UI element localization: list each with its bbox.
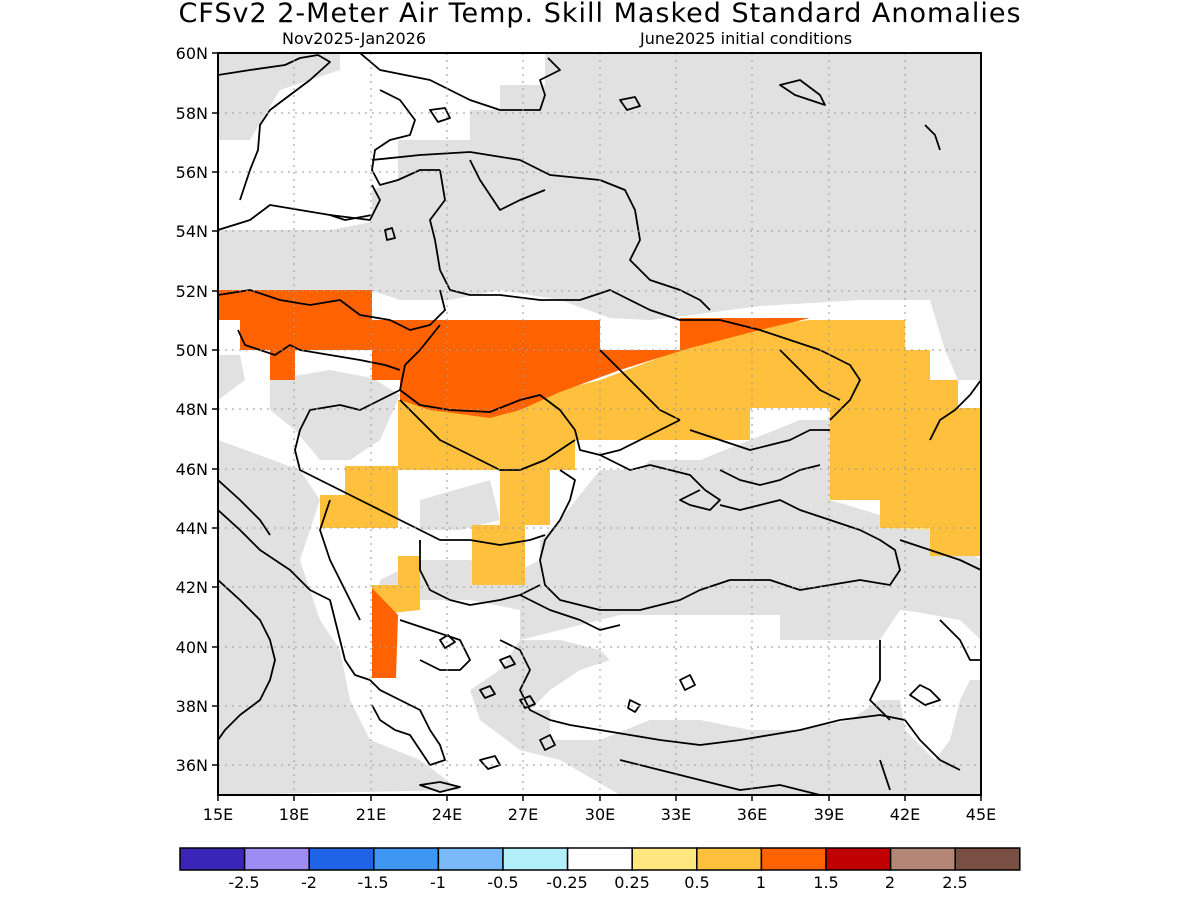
colorbar-label: -2 — [301, 873, 317, 892]
colorbar-swatch — [696, 847, 763, 871]
lat-label: 38N — [176, 697, 208, 716]
colorbar-swatch — [243, 847, 310, 871]
lat-label: 52N — [176, 282, 208, 301]
lon-label: 30E — [585, 805, 615, 824]
colorbar-label: 1.5 — [813, 873, 838, 892]
anomaly-0-5-to-1 — [320, 320, 981, 615]
colorbar-swatch — [437, 847, 504, 871]
lon-label: 15E — [203, 805, 233, 824]
lat-label: 58N — [176, 104, 208, 123]
lon-label: 36E — [737, 805, 767, 824]
lon-label: 27E — [508, 805, 538, 824]
lon-label: 33E — [661, 805, 691, 824]
lat-label: 56N — [176, 163, 208, 182]
colorbar-swatch — [502, 847, 569, 871]
lat-label: 60N — [176, 44, 208, 63]
lon-label: 45E — [966, 805, 996, 824]
colorbar-label: -1 — [430, 873, 446, 892]
anomaly-1-to-1-5 — [218, 290, 810, 678]
colorbar-swatch — [889, 847, 956, 871]
colorbar-label: 1 — [756, 873, 766, 892]
colorbar — [179, 847, 1021, 871]
gridlines — [218, 53, 981, 795]
tick-marks — [212, 52, 982, 801]
colorbar-labels: -2.5 -2 -1.5 -1 -0.5 -0.25 0.25 0.5 1 1.… — [228, 873, 967, 892]
colorbar-swatch — [566, 847, 633, 871]
lon-label: 21E — [356, 805, 386, 824]
colorbar-label: 2 — [885, 873, 895, 892]
colorbar-swatch — [179, 847, 246, 871]
lat-label: 48N — [176, 400, 208, 419]
colorbar-swatch — [631, 847, 698, 871]
lat-label: 54N — [176, 222, 208, 241]
colorbar-swatch — [308, 847, 375, 871]
colorbar-label: 0.25 — [614, 873, 650, 892]
shaded-fields — [218, 53, 981, 795]
initial-conditions: June2025 initial conditions — [640, 29, 853, 48]
latitude-labels: 60N 58N 56N 54N 52N 50N 48N 46N 44N 42N … — [176, 44, 208, 775]
lon-label: 24E — [432, 805, 462, 824]
lat-label: 42N — [176, 578, 208, 597]
colorbar-label: -0.5 — [487, 873, 518, 892]
lat-label: 36N — [176, 756, 208, 775]
lat-label: 46N — [176, 460, 208, 479]
colorbar-label: -0.25 — [546, 873, 587, 892]
colorbar-swatch — [825, 847, 892, 871]
colorbar-swatch — [954, 847, 1021, 871]
colorbar-label: -1.5 — [357, 873, 388, 892]
lon-label: 42E — [890, 805, 920, 824]
lat-label: 40N — [176, 638, 208, 657]
colorbar-label: 2.5 — [942, 873, 967, 892]
map-title: CFSv2 2-Meter Air Temp. Skill Masked Sta… — [178, 0, 1022, 29]
colorbar-label: 0.5 — [684, 873, 709, 892]
lat-label: 44N — [176, 519, 208, 538]
longitude-labels: 15E 18E 21E 24E 27E 30E 33E 36E 39E 42E … — [203, 805, 996, 824]
colorbar-label: -2.5 — [228, 873, 259, 892]
colorbar-swatch — [373, 847, 440, 871]
coastlines-and-borders — [218, 53, 981, 795]
forecast-period: Nov2025-Jan2026 — [282, 29, 426, 48]
lon-label: 18E — [279, 805, 309, 824]
lon-label: 39E — [814, 805, 844, 824]
lat-label: 50N — [176, 341, 208, 360]
colorbar-swatch — [760, 847, 827, 871]
